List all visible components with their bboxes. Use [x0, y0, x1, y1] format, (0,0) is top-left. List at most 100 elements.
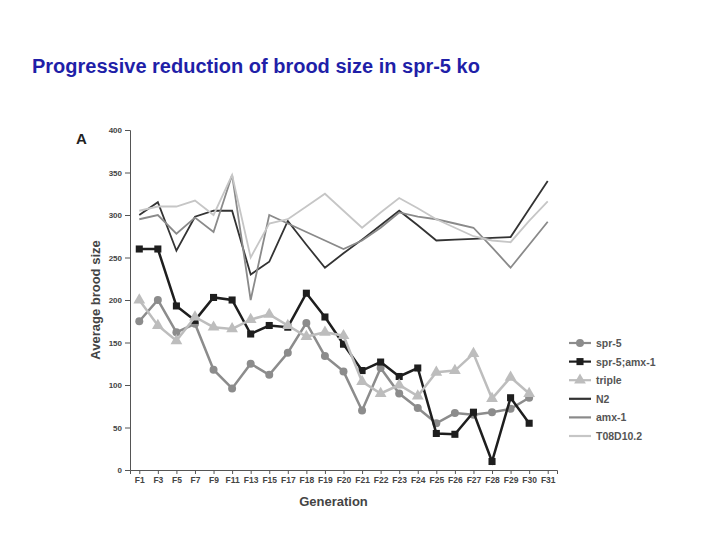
y-tick-mark	[125, 173, 130, 174]
series-marker	[266, 322, 273, 329]
series-marker	[377, 359, 384, 366]
x-tick-label: F23	[392, 475, 407, 485]
legend-marker	[574, 373, 586, 383]
series-line	[139, 181, 547, 275]
x-tick: F25	[429, 470, 444, 485]
x-tick-label: F9	[209, 475, 219, 485]
series-marker	[171, 334, 183, 344]
series-marker	[430, 365, 442, 375]
x-tick-mark	[473, 470, 474, 474]
series-marker	[228, 384, 236, 392]
series-marker	[433, 430, 440, 437]
x-tick: F9	[209, 470, 219, 485]
series-marker	[189, 310, 201, 320]
series-marker	[208, 320, 220, 330]
legend-item: amx-1	[569, 411, 627, 423]
x-tick-label: F30	[522, 475, 537, 485]
x-tick: F20	[337, 470, 352, 485]
legend-marker	[576, 358, 583, 365]
x-tick: F15	[262, 470, 277, 485]
y-tick-label: 250	[109, 254, 123, 263]
x-tick-label: F20	[337, 475, 352, 485]
x-tick-mark	[232, 470, 233, 474]
series-marker	[486, 392, 498, 402]
y-axis-line	[125, 131, 131, 471]
x-tick: F31	[541, 470, 556, 485]
series-marker	[136, 245, 143, 252]
y-tick: 150	[109, 339, 130, 348]
y-tick: 50	[113, 424, 130, 433]
legend-label: T08D10.2	[596, 430, 642, 442]
x-tick-label: F19	[318, 475, 333, 485]
series-marker	[319, 326, 331, 336]
y-tick-mark	[125, 470, 130, 471]
x-tick: F1	[135, 470, 145, 485]
legend-label: triple	[596, 374, 622, 386]
series-marker	[321, 313, 328, 320]
x-tick-label: F31	[541, 475, 556, 485]
series-marker	[263, 308, 275, 318]
x-tick-label: F7	[191, 475, 201, 485]
series-line	[139, 175, 547, 257]
legend-line	[569, 416, 591, 418]
series-marker	[154, 245, 161, 252]
y-tick-mark	[125, 428, 130, 429]
series-marker	[245, 313, 257, 323]
x-tick-label: F28	[485, 475, 500, 485]
y-axis: 050100150200250300350400	[109, 126, 131, 475]
x-tick-label: F22	[374, 475, 389, 485]
series-marker	[526, 420, 533, 427]
x-tick-label: F25	[429, 475, 444, 485]
series-marker	[152, 319, 164, 329]
series-marker	[468, 347, 480, 357]
x-axis: F1F3F5F7F9F11F13F15F17F18F19F20F21F22F23…	[131, 470, 558, 485]
series-marker	[412, 389, 424, 399]
x-tick-label: F13	[244, 475, 259, 485]
x-tick-mark	[492, 470, 493, 474]
x-tick-mark	[269, 470, 270, 474]
x-tick-mark	[529, 470, 530, 474]
series-marker	[154, 296, 162, 304]
x-tick: F13	[244, 470, 259, 485]
x-tick: F21	[355, 470, 370, 485]
y-tick: 400	[109, 126, 130, 135]
x-tick-mark	[139, 470, 140, 474]
series-marker	[247, 360, 255, 368]
series-marker	[282, 319, 294, 329]
y-tick-mark	[125, 130, 130, 131]
x-tick: F11	[226, 470, 240, 485]
series-marker	[284, 349, 292, 357]
x-tick: F30	[522, 470, 537, 485]
y-tick-label: 300	[109, 211, 123, 220]
series-marker	[133, 293, 145, 303]
series-marker	[470, 409, 477, 416]
series-marker	[523, 387, 535, 397]
legend-label: spr-5	[596, 337, 622, 349]
x-tick: F7	[191, 470, 201, 485]
x-tick: F28	[485, 470, 500, 485]
series-marker	[226, 322, 238, 332]
series-marker	[229, 296, 236, 303]
y-tick: 200	[109, 296, 130, 305]
x-tick: F17	[281, 470, 296, 485]
x-axis-title: Generation	[299, 494, 368, 509]
x-tick: F26	[448, 470, 463, 485]
x-tick-label: F27	[467, 475, 482, 485]
y-tick-mark	[125, 385, 130, 386]
y-tick: 0	[118, 466, 130, 475]
legend-item: T08D10.2	[569, 430, 642, 442]
series-marker	[358, 407, 366, 415]
x-tick-mark	[214, 470, 215, 474]
legend-item: N2	[569, 393, 610, 405]
series-marker	[507, 394, 514, 401]
y-tick: 100	[109, 381, 130, 390]
x-tick-label: F11	[226, 475, 240, 485]
y-axis-title: Average brood size	[88, 240, 103, 359]
y-tick-label: 400	[109, 126, 123, 135]
x-tick-mark	[511, 470, 512, 474]
x-tick-mark	[306, 470, 307, 474]
y-tick: 300	[109, 211, 130, 220]
series-marker	[302, 319, 310, 327]
x-tick-label: F1	[135, 475, 145, 485]
series-marker	[393, 378, 405, 388]
